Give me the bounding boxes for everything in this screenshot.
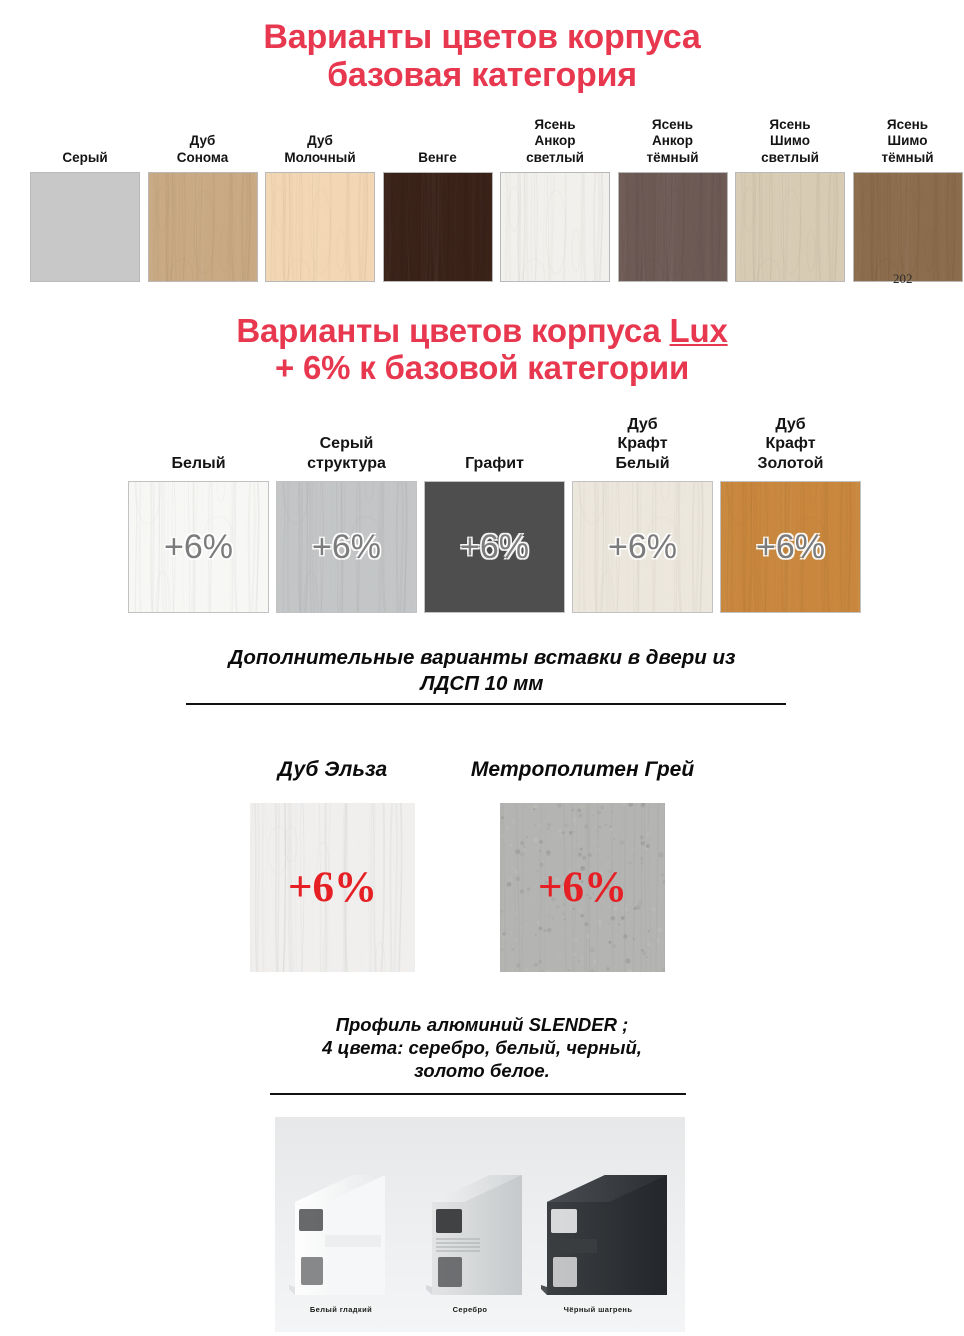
profile-label-black: Чёрный шагрень <box>563 1305 633 1314</box>
base-swatch-label-line: Молочный <box>284 149 356 165</box>
base-section-title: Варианты цветов корпуса базовая категори… <box>0 18 964 94</box>
profile-white <box>289 1175 385 1295</box>
base-swatch-label-line: тёмный <box>646 149 699 165</box>
base-swatch-1[interactable] <box>147 172 258 282</box>
lux-swatch-badge: +6% <box>756 527 825 566</box>
lux-swatch-3[interactable]: +6% <box>572 481 713 613</box>
lux-swatch-badge: +6% <box>164 527 233 566</box>
profile-note-line3: золото белое. <box>414 1060 550 1082</box>
base-swatch-label-7: Ясень Шимо тёмный <box>845 117 964 166</box>
base-swatch-label-line: Ясень <box>886 116 929 132</box>
base-swatch-7[interactable] <box>852 172 963 282</box>
base-swatch-label-6: Ясень Шимо светлый <box>727 117 853 166</box>
base-swatch-label-3: Венге <box>375 150 501 166</box>
lux-swatch-1[interactable]: +6% <box>276 481 417 613</box>
insert-note: Дополнительные варианты вставки в двери … <box>0 645 964 696</box>
base-swatch-3[interactable] <box>382 172 493 282</box>
profile-note-line1: Профиль алюминий SLENDER ; <box>335 1014 629 1035</box>
base-swatch-label-line: Анкор <box>534 133 576 149</box>
base-swatch-label-line: Дуб <box>307 133 333 149</box>
base-title-line2: базовая категория <box>327 56 637 95</box>
base-swatch-label-4: Ясень Анкор светлый <box>492 117 618 166</box>
base-swatch-label-line: Ясень <box>651 116 694 132</box>
insert-swatch-badge: +6% <box>537 864 627 911</box>
lux-title-line1: Варианты цветов корпуса Lux <box>0 312 964 350</box>
base-swatch-label-2: Дуб Молочный <box>257 133 383 166</box>
lux-swatch-label-line: Золотой <box>757 454 824 472</box>
base-swatch-label-line: Ясень <box>534 116 576 132</box>
base-swatch-label-line: тёмный <box>881 149 934 165</box>
insert-note-line2: ЛДСП 10 мм <box>420 671 544 695</box>
insert-swatch-label-1: Метрополитен Грей <box>470 758 695 781</box>
profile-note: Профиль алюминий SLENDER ; 4 цвета: сере… <box>0 1013 964 1082</box>
base-swatch-label-line: Анкор <box>652 133 693 149</box>
base-swatch-label-1: Дуб Сонома <box>140 133 266 166</box>
lux-swatch-badge: +6% <box>460 527 529 566</box>
base-swatch-label-line: Сонома <box>176 149 229 165</box>
base-swatch-6[interactable] <box>735 172 845 282</box>
aluminium-profile-photo: Белый гладкий Серебро Чёрный шагрень <box>275 1117 685 1332</box>
base-swatch-label-5: Ясень Анкор тёмный <box>610 117 736 166</box>
lux-title-prefix: Варианты цветов корпуса <box>236 312 670 349</box>
base-swatch-label-line: Ясень <box>769 116 811 132</box>
insert-swatch-label-0: Дуб Эльза <box>277 758 388 781</box>
lux-swatch-label-line: Крафт <box>617 435 668 453</box>
lux-swatch-label-4: Дуб Крафт Золотой <box>710 415 871 474</box>
base-swatch-label-line: Серый <box>62 149 108 165</box>
lux-swatch-label-3: Дуб Крафт Белый <box>562 415 723 474</box>
lux-swatch-4[interactable]: +6% <box>720 481 861 613</box>
base-swatch-label-line: Шимо <box>770 133 810 149</box>
lux-swatch-badge: +6% <box>312 527 381 566</box>
profile-black <box>541 1175 667 1295</box>
lux-swatch-label-2: Графит <box>414 454 575 474</box>
lux-swatch-0[interactable]: +6% <box>128 481 269 613</box>
base-swatch-label-line: Шимо <box>887 133 928 149</box>
insert-swatch-1[interactable]: +6% <box>500 803 665 972</box>
profile-silver <box>426 1175 522 1295</box>
lux-swatch-label-line: Дуб <box>627 415 658 433</box>
lux-swatch-label-line: Белый <box>615 454 670 472</box>
insert-note-line1: Дополнительные варианты вставки в двери … <box>228 646 736 669</box>
lux-swatch-label-1: Серый структура <box>266 434 427 473</box>
lux-swatch-2[interactable]: +6% <box>424 481 565 613</box>
lux-section-title: Варианты цветов корпуса Lux + 6% к базов… <box>0 312 964 387</box>
profile-photo-svg <box>275 1117 685 1332</box>
lux-swatch-label-line: структура <box>307 454 386 472</box>
watermark: 202 <box>893 271 913 286</box>
lux-swatch-label-line: Дуб <box>775 415 806 433</box>
base-swatch-4[interactable] <box>500 172 610 282</box>
base-swatch-label-line: Дуб <box>189 133 216 149</box>
base-swatch-0[interactable] <box>30 172 140 282</box>
base-swatch-2[interactable] <box>265 172 375 282</box>
lux-title-lux-word: Lux <box>669 312 728 349</box>
insert-swatch-0[interactable]: +6% <box>250 803 415 972</box>
base-swatch-label-line: светлый <box>526 149 584 165</box>
base-swatch-label-line: светлый <box>761 149 819 165</box>
profile-label-silver: Серебро <box>452 1305 488 1314</box>
lux-swatch-label-0: Белый <box>118 454 279 474</box>
divider-top <box>186 703 786 705</box>
lux-swatch-label-line: Серый <box>319 435 374 452</box>
insert-swatch-badge: +6% <box>287 864 377 911</box>
base-swatch-label-line: Венге <box>418 149 457 165</box>
profile-note-line2: 4 цвета: серебро, белый, черный, <box>322 1037 642 1059</box>
lux-title-line2: + 6% к базовой категории <box>274 348 690 386</box>
base-swatch-label-0: Серый <box>22 150 148 166</box>
lux-swatch-badge: +6% <box>608 527 677 566</box>
lux-swatch-label-line: Графит <box>465 454 524 472</box>
profile-label-white: Белый гладкий <box>309 1305 373 1314</box>
base-swatch-5[interactable] <box>617 172 728 282</box>
divider-bottom <box>270 1093 686 1095</box>
lux-swatch-label-line: Крафт <box>765 435 816 453</box>
lux-swatch-label-line: Белый <box>171 454 226 472</box>
base-title-line1: Варианты цветов корпуса <box>263 18 701 56</box>
